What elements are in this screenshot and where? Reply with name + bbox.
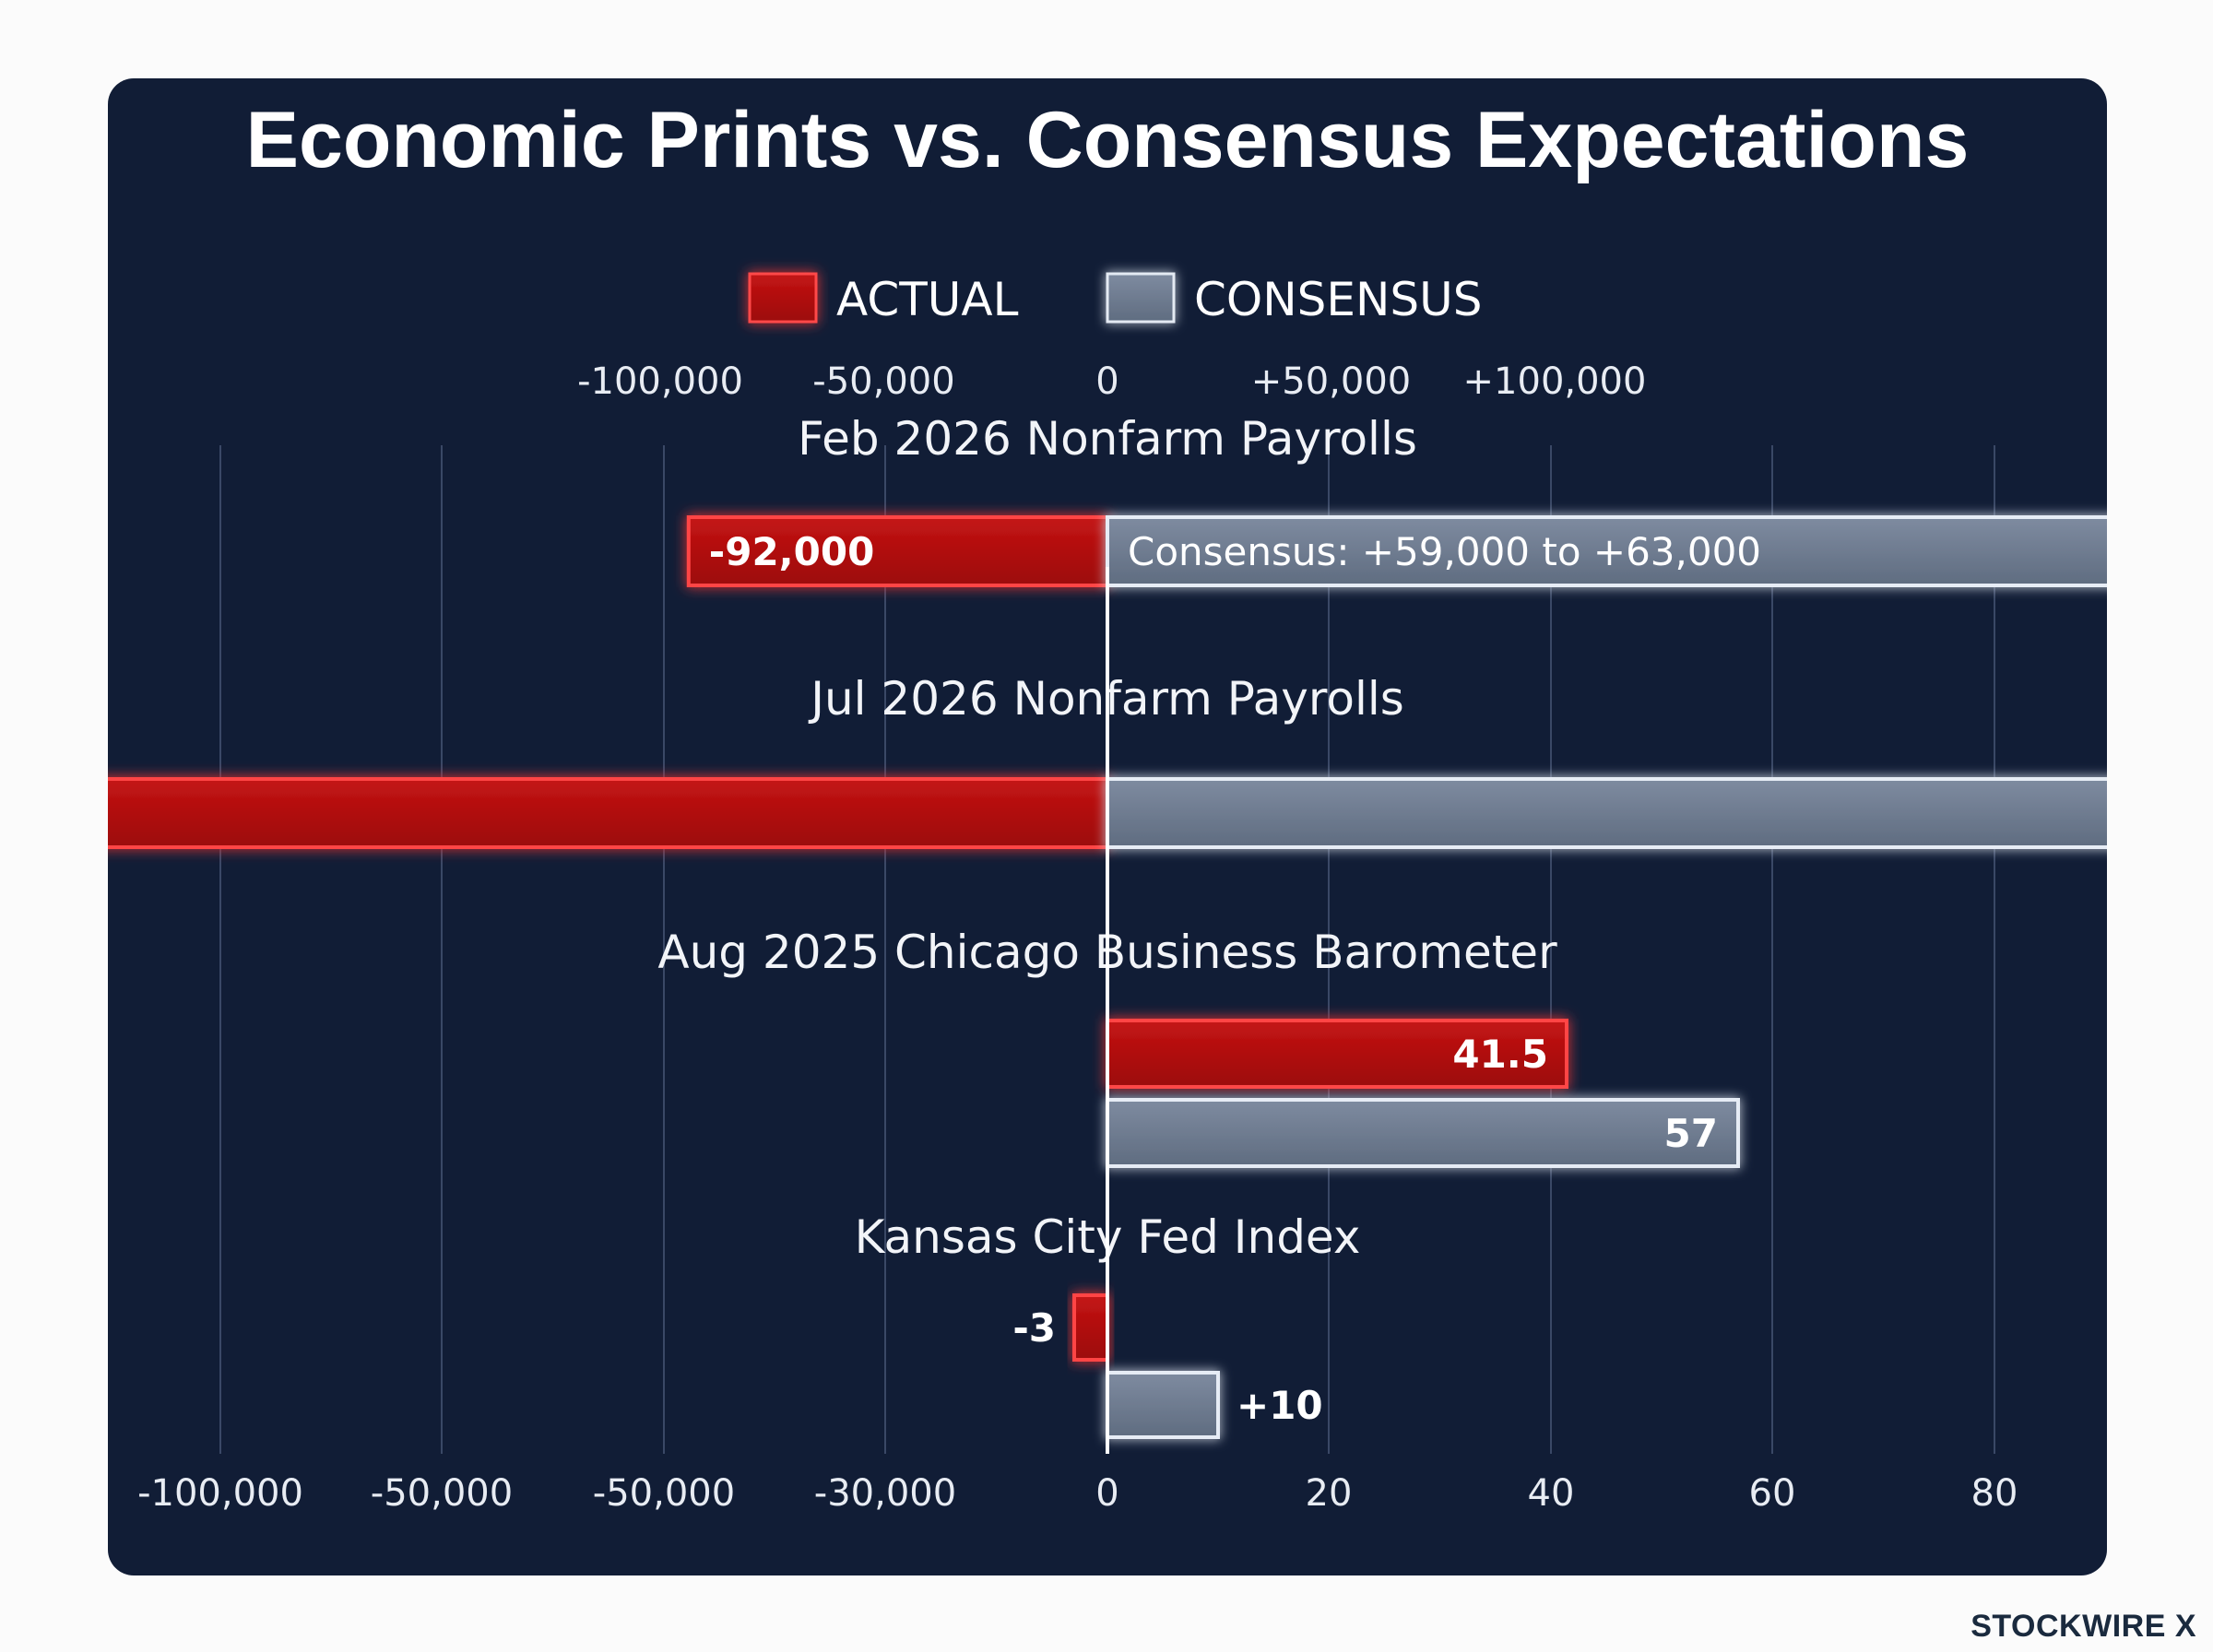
value-label-actual: 41.5	[1452, 1032, 1548, 1077]
legend-swatch-actual	[748, 272, 818, 324]
value-label-actual: -92,000	[709, 529, 875, 574]
gridlines	[219, 445, 1995, 1454]
labels: Economic Prints vs. Consensus Expectatio…	[137, 96, 2018, 1515]
bottom-tick-label: 80	[1971, 1472, 2018, 1515]
value-label-consensus: +10	[1237, 1383, 1323, 1428]
bar-actual	[1106, 1019, 1568, 1089]
chart-card: Economic Prints vs. Consensus Expectatio…	[108, 78, 2107, 1575]
top-tick-label: +100,000	[1463, 360, 1647, 403]
bar-actual	[1072, 1293, 1109, 1362]
legend-label-actual: ACTUAL	[836, 273, 1019, 326]
bottom-tick-label: -50,000	[371, 1472, 513, 1515]
top-tick-label: 0	[1095, 360, 1118, 403]
legend-swatch-consensus	[1106, 272, 1176, 324]
bar-consensus-range	[1106, 515, 2107, 587]
bottom-tick-label: -50,000	[593, 1472, 735, 1515]
value-label-actual: -3	[1012, 1305, 1056, 1351]
bottom-tick-label: -30,000	[814, 1472, 956, 1515]
bottom-tick-label: 40	[1528, 1472, 1575, 1515]
brand-logo: STOCKWIRE X	[1970, 1609, 2196, 1644]
bar-consensus	[1106, 1098, 1740, 1168]
bottom-tick-label: 20	[1306, 1472, 1353, 1515]
bottom-tick-label: 0	[1095, 1472, 1118, 1515]
category-label: Feb 2026 Nonfarm Payrolls	[798, 412, 1417, 466]
legend-label-consensus: CONSENSUS	[1194, 273, 1482, 326]
top-tick-label: -100,000	[577, 360, 743, 403]
bar-consensus	[1106, 1371, 1220, 1439]
value-label-consensus: 57	[1664, 1111, 1718, 1156]
bottom-tick-label: 60	[1749, 1472, 1796, 1515]
bar-actual	[108, 777, 1109, 849]
bottom-tick-label: -100,000	[137, 1472, 303, 1515]
chart-title: Economic Prints vs. Consensus Expectatio…	[246, 96, 1970, 184]
value-label-consensus: Consensus: +59,000 to +63,000	[1128, 529, 1761, 574]
top-tick-label: -50,000	[812, 360, 954, 403]
bars	[108, 272, 2107, 1439]
chart: Economic Prints vs. Consensus Expectatio…	[108, 96, 2107, 1515]
bar-consensus	[1106, 777, 2107, 849]
top-tick-label: +50,000	[1251, 360, 1411, 403]
